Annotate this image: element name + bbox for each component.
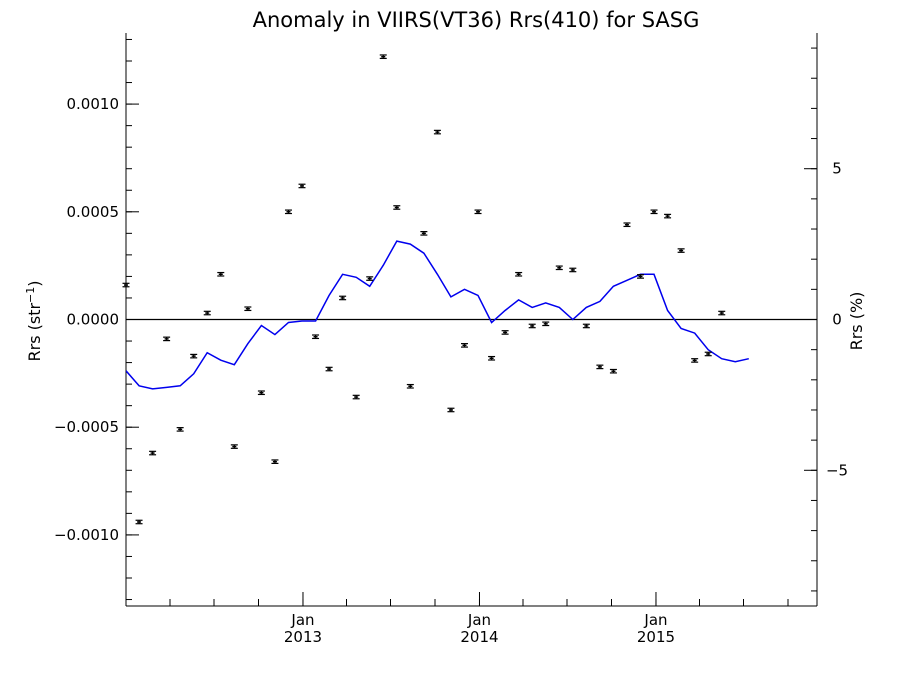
x-tick-label-year: 2014 xyxy=(460,628,498,646)
anomaly-point xyxy=(718,310,726,316)
axes xyxy=(125,33,818,607)
anomaly-point xyxy=(488,355,496,361)
anomaly-point xyxy=(677,248,685,253)
anomaly-point xyxy=(203,310,211,316)
anomaly-point xyxy=(704,351,712,357)
y-axis-label-main: Rrs (str xyxy=(25,303,44,362)
anomaly-point xyxy=(244,306,252,312)
percent-anomaly-series xyxy=(126,240,749,390)
anomaly-point xyxy=(609,368,617,374)
x-tick-label-year: 2015 xyxy=(637,628,675,646)
anomaly-point xyxy=(271,459,279,464)
anomaly-point xyxy=(420,231,428,236)
y-tick-label: −0.0005 xyxy=(54,418,119,436)
anomaly-point xyxy=(474,209,482,215)
anomaly-point xyxy=(339,295,347,301)
anomaly-point xyxy=(528,323,536,329)
anomaly-point xyxy=(163,336,171,342)
anomaly-point xyxy=(596,364,604,370)
anomaly-point xyxy=(406,383,414,389)
anomaly-point xyxy=(650,209,658,215)
anomaly-point xyxy=(515,271,523,277)
ticks: 0.00100.00050.0000−0.0005−0.001050−5Jan2… xyxy=(54,38,848,646)
anomaly-point xyxy=(298,183,306,189)
anomaly-point xyxy=(691,358,699,363)
anomaly-point xyxy=(122,282,130,288)
y2-tick-label: −5 xyxy=(826,461,848,479)
anomaly-point xyxy=(542,321,550,327)
anomaly-point xyxy=(555,265,563,271)
anomaly-point xyxy=(257,390,265,396)
anomaly-point xyxy=(460,343,468,348)
absolute-anomaly-series xyxy=(122,54,726,525)
anomaly-point xyxy=(352,394,360,400)
y-axis-label-superscript: −1 xyxy=(24,287,37,303)
x-tick-label-month: Jan xyxy=(290,611,314,629)
anomaly-point xyxy=(582,323,590,329)
y-tick-label: −0.0010 xyxy=(54,526,119,544)
anomaly-point xyxy=(312,334,320,340)
anomaly-point xyxy=(447,407,455,413)
anomaly-point xyxy=(366,276,374,281)
y2-tick-label: 5 xyxy=(832,160,842,178)
y2-tick-label: 0 xyxy=(832,311,842,329)
y-tick-label: 0.0010 xyxy=(67,95,120,113)
x-tick-label-month: Jan xyxy=(467,611,491,629)
y-axis-label-suffix: ) xyxy=(25,280,44,286)
anomaly-point xyxy=(190,353,198,359)
x-tick-label-month: Jan xyxy=(643,611,667,629)
anomaly-point xyxy=(149,450,157,456)
anomaly-point xyxy=(623,222,631,228)
anomaly-point xyxy=(664,213,672,219)
x-tick-label-year: 2013 xyxy=(284,628,322,646)
y2-axis-label: Rrs (%) xyxy=(847,292,866,351)
anomaly-point xyxy=(230,444,238,449)
anomaly-point xyxy=(325,366,333,372)
anomaly-point xyxy=(379,54,387,60)
percent-anomaly-line xyxy=(126,240,749,390)
anomaly-point xyxy=(501,330,509,335)
anomaly-point xyxy=(637,274,645,279)
anomaly-point xyxy=(284,209,292,215)
anomaly-point xyxy=(393,205,401,210)
anomaly-point xyxy=(569,267,577,273)
y-tick-label: 0.0000 xyxy=(67,311,120,329)
y-axis-label: Rrs (str−1) xyxy=(24,280,44,361)
y-tick-label: 0.0005 xyxy=(67,203,120,221)
anomaly-point xyxy=(176,427,184,432)
chart-title: Anomaly in VIIRS(VT36) Rrs(410) for SASG xyxy=(253,8,700,32)
anomaly-point xyxy=(217,271,225,277)
anomaly-point xyxy=(433,129,441,135)
anomaly-point xyxy=(135,519,143,525)
